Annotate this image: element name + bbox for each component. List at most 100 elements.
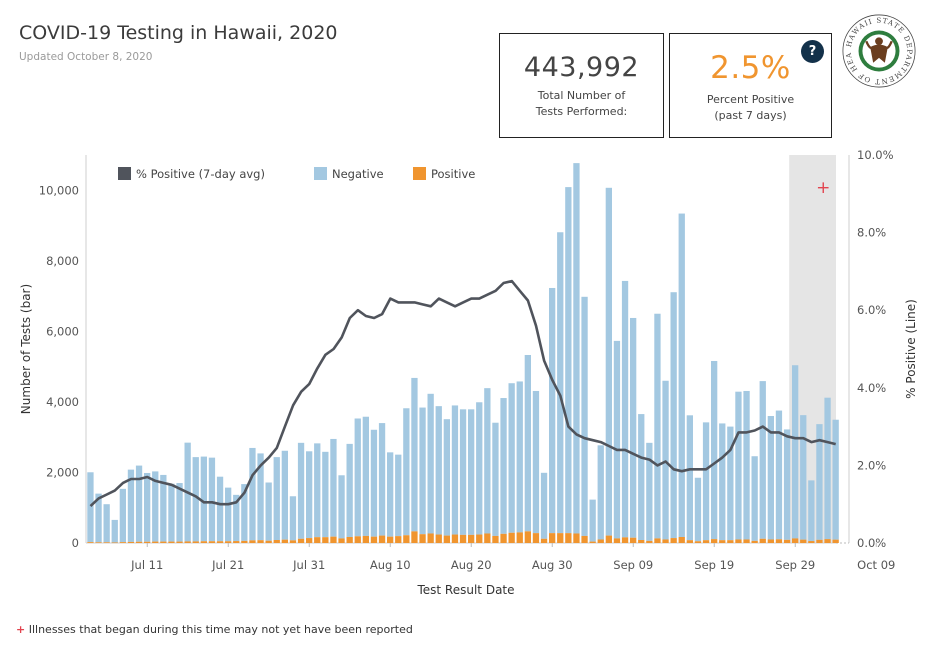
bar-negative — [581, 296, 588, 536]
percent-positive-label-line1: Percent Positive — [706, 93, 795, 106]
bar-positive — [808, 541, 815, 543]
bar-positive — [435, 534, 442, 543]
x-tick-label: Oct 09 — [857, 558, 895, 572]
bar-positive — [767, 539, 774, 543]
bar-positive — [330, 536, 337, 543]
bar-positive — [289, 540, 297, 543]
bar-negative — [306, 451, 313, 539]
total-tests-label-line1: Total Number of — [537, 89, 626, 102]
bar-positive — [297, 538, 305, 543]
bar-negative — [549, 287, 556, 534]
bar-positive — [443, 535, 450, 543]
bar-positive — [646, 540, 653, 543]
x-axis-label: Test Result Date — [416, 583, 514, 597]
bar-positive — [719, 540, 726, 543]
bar-positive — [484, 533, 491, 543]
bar-negative — [95, 493, 102, 543]
bar-positive — [362, 535, 369, 543]
bar-positive — [176, 541, 183, 543]
percent-positive-label: Percent Positive (past 7 days) — [670, 92, 831, 124]
bar-positive — [200, 541, 207, 543]
bar-positive — [524, 531, 531, 543]
bar-positive — [670, 538, 677, 543]
bar-positive — [662, 539, 669, 543]
total-tests-card: 443,992 Total Number of Tests Performed: — [499, 33, 664, 138]
page-title: COVID-19 Testing in Hawaii, 2020 — [19, 22, 338, 44]
bar-positive — [184, 541, 191, 543]
bar-positive — [775, 539, 783, 543]
bar-negative — [792, 365, 799, 539]
bar-positive — [411, 531, 418, 543]
bar-negative — [468, 409, 475, 535]
legend-swatch — [413, 167, 426, 180]
bar-negative — [160, 474, 167, 542]
percent-positive-value: 2.5% — [710, 50, 791, 86]
y2-tick-label: 8.0% — [857, 226, 886, 240]
bar-negative — [500, 398, 507, 534]
bar-negative — [662, 380, 669, 540]
bar-positive — [702, 540, 710, 543]
bar-negative — [565, 187, 572, 534]
bar-positive — [241, 540, 248, 543]
bar-negative — [322, 451, 329, 538]
bar-negative — [613, 340, 621, 539]
bar-positive — [824, 539, 831, 543]
bar-positive — [792, 538, 799, 543]
y-tick-label: 4,000 — [46, 395, 79, 409]
x-tick-label: Sep 19 — [694, 558, 734, 572]
bar-negative — [419, 407, 426, 535]
bar-negative — [783, 429, 791, 540]
bar-positive — [127, 541, 135, 543]
bar-positive — [87, 542, 94, 543]
bar-positive — [257, 540, 264, 543]
bar-positive — [216, 541, 224, 543]
bar-positive — [370, 536, 378, 543]
bar-positive — [783, 539, 791, 543]
y-axis-ticks: 0 2,000 4,000 6,000 8,000 10,000 — [39, 183, 79, 550]
y-tick-label: 10,000 — [39, 183, 79, 197]
bar-positive — [816, 539, 823, 543]
bar-negative — [638, 414, 645, 541]
bar-positive — [144, 541, 151, 543]
bar-positive — [711, 539, 718, 543]
bar-negative — [735, 391, 742, 540]
bar-negative — [597, 445, 604, 540]
footnote-marker: + — [16, 623, 26, 636]
bar-negative — [378, 423, 386, 536]
bar-positive — [395, 536, 402, 543]
bar-positive — [346, 537, 353, 543]
bar-negative — [411, 377, 418, 532]
y-tick-label: 6,000 — [46, 324, 79, 338]
bar-positive — [581, 535, 588, 543]
bar-positive — [832, 539, 839, 543]
y-tick-label: 0 — [72, 536, 79, 550]
bar-negative — [459, 409, 467, 535]
bar-negative — [289, 496, 297, 541]
bar-positive — [281, 539, 288, 543]
bar-negative — [192, 457, 199, 542]
bar-positive — [338, 538, 345, 543]
bar-negative — [476, 402, 483, 535]
bar-negative — [808, 480, 815, 542]
bar-negative — [346, 443, 353, 538]
bar-negative — [152, 471, 159, 542]
bar-positive — [549, 533, 556, 543]
legend-label: Negative — [332, 167, 384, 181]
bar-negative — [330, 438, 337, 537]
bar-negative — [119, 488, 126, 543]
bar-positive — [95, 542, 102, 543]
bar-positive — [387, 536, 394, 543]
bar-positive — [508, 532, 515, 543]
x-tick-label: Sep 09 — [613, 558, 653, 572]
legend-swatch — [118, 167, 131, 180]
help-icon[interactable]: ? — [801, 40, 824, 63]
bar-negative — [800, 415, 807, 540]
bar-negative — [257, 453, 264, 541]
bar-negative — [338, 475, 345, 539]
bar-negative — [670, 292, 677, 539]
bar-negative — [233, 494, 240, 542]
legend: % Positive (7-day avg) Negative Positive — [118, 167, 475, 181]
bar-positive — [322, 537, 329, 543]
bar-negative — [711, 360, 718, 540]
